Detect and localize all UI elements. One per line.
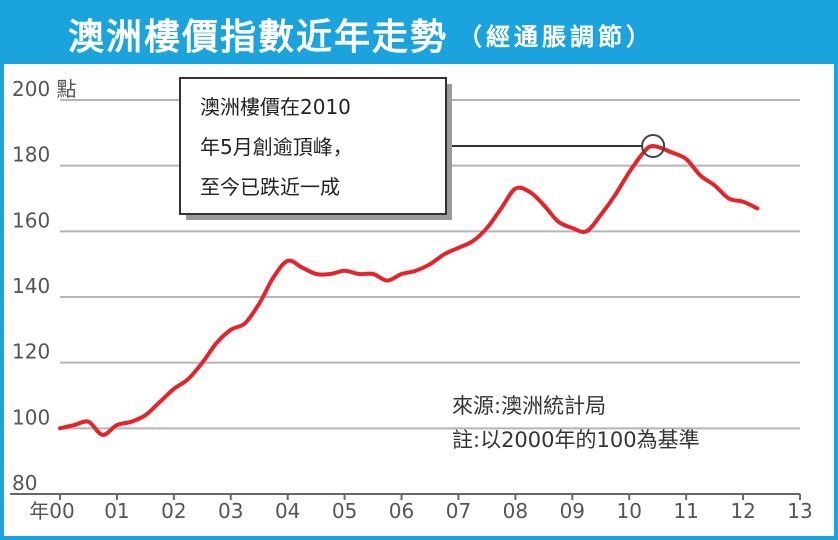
x-tick-label: 08 [503,499,528,523]
data-point [87,420,90,424]
y-tick-label: 120 [12,340,50,364]
data-point [741,200,745,204]
data-point [442,252,446,256]
data-point [528,190,532,194]
series-layer [58,144,760,437]
x-tick-label: 04 [275,499,300,523]
y-tick-label: 200 點 [12,77,77,101]
data-point [215,341,218,345]
data-point [698,174,702,177]
callout: 澳洲樓價在2010 年5月創逾頂峰， 至今已跌近一成 [179,77,666,220]
callout-box [179,77,447,215]
x-tick-label: 07 [446,499,471,523]
x-tick-label: 01 [104,499,129,523]
data-point [115,423,119,427]
y-tick-label: 160 [12,208,50,232]
data-point [585,229,588,233]
data-point [428,262,432,266]
data-point [599,213,603,217]
x-tick-label: 10 [617,499,642,523]
data-point [286,259,290,263]
data-point [343,269,347,273]
title-bar: 澳洲樓價指數近年走勢 （經通脹調節） [4,4,834,64]
data-point [627,170,631,174]
chart-title: 澳洲樓價指數近年走勢 [68,17,449,58]
data-point [613,193,617,197]
callout-line-2: 年5月創逾頂峰， [200,135,353,159]
y-axis-ticks: 200 點 180 160 140 120 100 80 [12,77,77,495]
data-point [186,377,190,381]
peak-marker [641,134,666,158]
data-point [651,144,655,148]
data-point [101,433,105,437]
data-point [243,321,247,325]
data-point [542,203,546,207]
data-point [556,220,560,223]
data-point [457,246,460,250]
x-tick-label: 02 [161,499,186,523]
data-point [670,151,674,154]
x-tick-label: 13 [787,499,812,523]
data-point [129,420,133,424]
data-point [755,206,759,210]
callout-line-3: 至今已跌近一成 [200,175,340,199]
x-tick-label: 03 [218,499,243,523]
data-point [229,328,233,332]
callout-line-1: 澳洲樓價在2010 [200,95,351,119]
base-note: 註:以2000年的100為基準 [452,428,700,452]
data-point [471,239,475,243]
data-point [499,206,503,210]
x-tick-label: 11 [673,499,698,523]
data-point [727,197,731,200]
data-point [314,272,318,276]
data-point [300,266,304,269]
data-point [414,269,418,273]
data-point [172,387,176,391]
source-note: 來源:澳洲統計局 [452,394,606,418]
data-point [713,183,717,187]
y-tick-label: 80 [12,471,37,495]
data-point [58,426,62,430]
chart-subtitle: （經通脹調節） [458,22,655,51]
data-point [328,272,332,276]
x-tick-label: 05 [332,499,357,523]
data-point [684,157,688,161]
data-point [400,272,403,276]
x-tick-label: 09 [560,499,585,523]
y-tick-label: 100 [12,405,50,429]
y-tick-label: 140 [12,274,50,298]
data-point [357,272,361,276]
data-point [272,275,275,279]
data-point [385,279,389,283]
data-point [72,423,76,427]
data-point [485,226,489,230]
x-tick-label: 12 [730,499,755,523]
data-point [143,413,147,417]
data-point [513,187,517,191]
data-point [200,361,204,365]
x-tick-label: 06 [389,499,414,523]
x-tick-label: 年00 [29,499,74,523]
data-point [158,400,162,404]
x-axis-ticks: 年00 01 02 03 04 05 06 07 08 09 10 11 12 13 [29,494,813,523]
data-point [570,226,574,230]
data-point [371,272,375,276]
y-tick-label: 180 [12,143,50,167]
data-point [257,302,261,306]
